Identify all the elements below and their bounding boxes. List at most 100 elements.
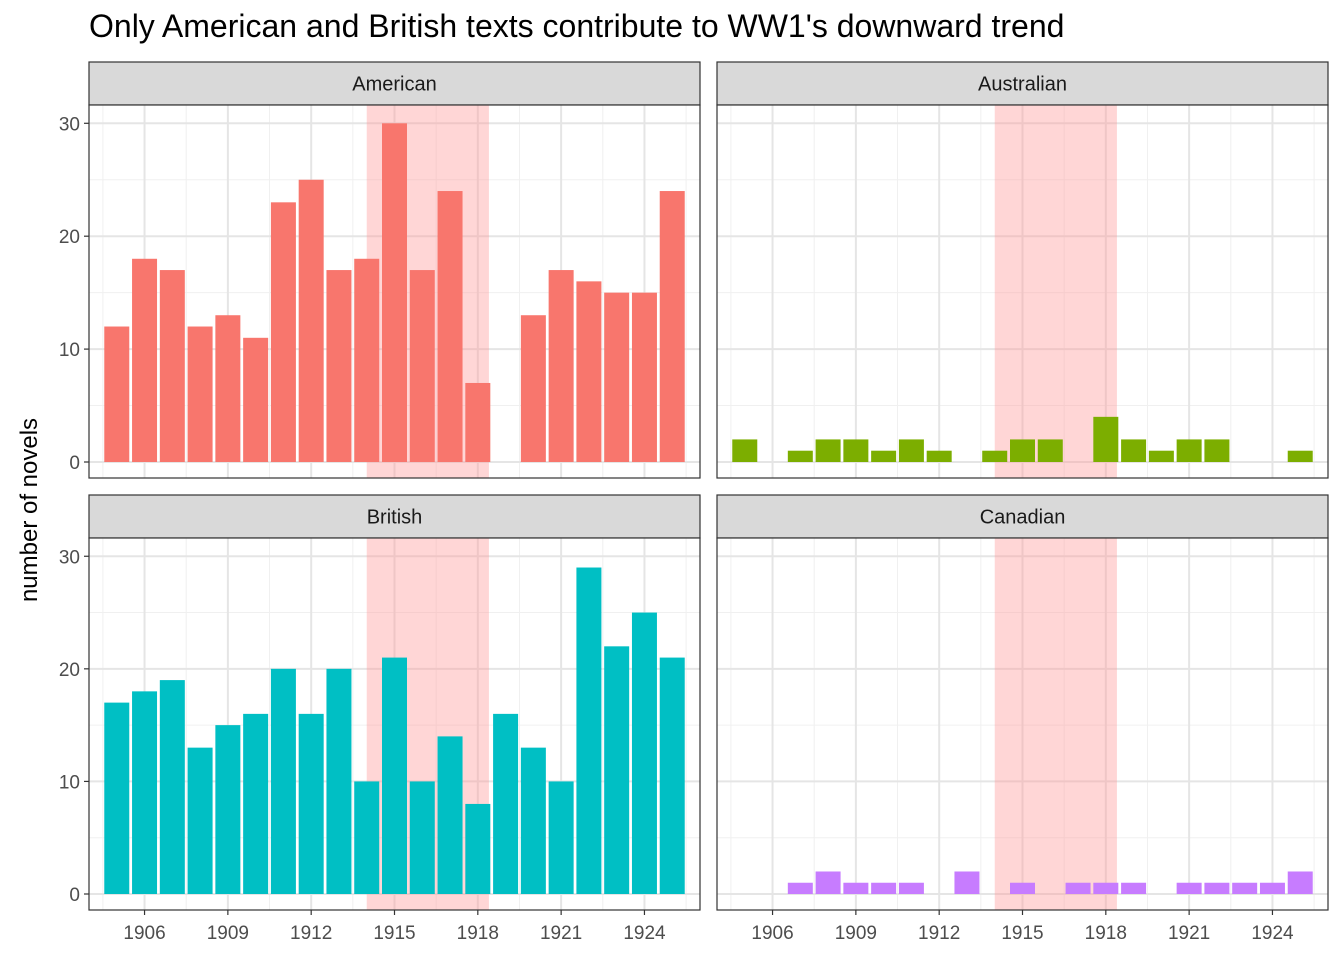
- x-tick-label: 1912: [918, 923, 960, 944]
- bar-british-1920: [520, 747, 546, 894]
- y-tick-label: 20: [59, 660, 80, 681]
- bar-canadian-1910: [871, 882, 897, 894]
- x-tick-label: 1906: [751, 923, 793, 944]
- x-tick-label: 1909: [207, 923, 249, 944]
- bar-american-1910: [243, 337, 269, 462]
- bar-australian-1914: [982, 450, 1008, 462]
- bar-canadian-1915: [1010, 882, 1035, 894]
- bar-british-1905: [104, 702, 130, 894]
- bar-british-1915: [382, 657, 407, 894]
- bar-canadian-1917: [1065, 882, 1091, 894]
- bar-american-1913: [326, 270, 352, 462]
- x-tick-label: 1915: [373, 923, 415, 944]
- bar-australian-1907: [787, 450, 813, 462]
- x-tick-label: 1921: [1168, 923, 1210, 944]
- bar-british-1913: [326, 668, 352, 894]
- bar-american-1906: [132, 258, 158, 462]
- bar-canadian-1907: [787, 882, 813, 894]
- bar-canadian-1908: [815, 871, 841, 894]
- bar-australian-1910: [871, 450, 897, 462]
- x-tick-label: 1909: [835, 923, 877, 944]
- bar-american-1907: [159, 270, 185, 462]
- ww1-highlight-band: [994, 538, 1117, 910]
- bar-australian-1908: [815, 439, 841, 462]
- bar-canadian-1919: [1121, 882, 1147, 894]
- bar-british-1911: [270, 668, 296, 894]
- bar-british-1906: [132, 691, 158, 894]
- bar-british-1922: [576, 567, 602, 894]
- y-tick-label: 30: [59, 114, 80, 135]
- bar-australian-1905: [732, 439, 758, 462]
- bar-american-1918: [465, 382, 491, 462]
- bar-australian-1922: [1204, 439, 1230, 462]
- x-tick-label: 1918: [1085, 923, 1127, 944]
- bar-british-1918: [465, 803, 491, 894]
- y-tick-label: 0: [69, 885, 80, 906]
- bar-american-1909: [215, 315, 241, 462]
- bar-british-1914: [354, 781, 380, 894]
- bar-australian-1915: [1010, 439, 1035, 462]
- bar-american-1914: [354, 258, 380, 462]
- facet-label-canadian: Canadian: [980, 507, 1066, 529]
- bar-australian-1912: [926, 450, 952, 462]
- bar-australian-1921: [1176, 439, 1202, 462]
- bar-british-1912: [298, 713, 324, 894]
- bar-australian-1920: [1148, 450, 1174, 462]
- bar-american-1912: [298, 179, 324, 462]
- bar-canadian-1923: [1232, 882, 1258, 894]
- ww1-highlight-band: [994, 105, 1117, 478]
- bar-american-1920: [520, 315, 546, 462]
- bar-australian-1911: [898, 439, 924, 462]
- x-tick-label: 1906: [123, 923, 165, 944]
- x-tick-label: 1921: [540, 923, 582, 944]
- bar-american-1923: [604, 292, 630, 462]
- bar-british-1917: [437, 736, 463, 894]
- bar-australian-1918: [1093, 416, 1119, 462]
- x-tick-label: 1912: [290, 923, 332, 944]
- bar-american-1925: [659, 191, 685, 462]
- bar-canadian-1913: [954, 871, 980, 894]
- y-tick-label: 10: [59, 772, 80, 793]
- panel-border-australian: [716, 104, 1329, 479]
- bar-canadian-1909: [843, 882, 869, 894]
- x-tick-label: 1924: [623, 923, 666, 944]
- bar-british-1923: [604, 646, 630, 894]
- bar-british-1908: [187, 747, 213, 894]
- bar-australian-1909: [843, 439, 869, 462]
- bar-canadian-1922: [1204, 882, 1230, 894]
- bar-canadian-1925: [1287, 871, 1313, 894]
- bar-canadian-1918: [1093, 882, 1119, 894]
- y-tick-label: 20: [59, 227, 80, 248]
- bar-american-1911: [270, 202, 296, 463]
- bar-australian-1916: [1037, 439, 1063, 462]
- bar-canadian-1911: [898, 882, 924, 894]
- facet-label-british: British: [367, 507, 423, 529]
- x-tick-label: 1924: [1251, 923, 1294, 944]
- bar-american-1924: [631, 292, 657, 462]
- y-tick-label: 30: [59, 547, 80, 568]
- bar-american-1915: [382, 123, 407, 463]
- chart-title: Only American and British texts contribu…: [89, 8, 1065, 44]
- bar-british-1910: [243, 713, 269, 894]
- bar-canadian-1921: [1176, 882, 1202, 894]
- panel-border-american: [88, 104, 701, 479]
- bar-british-1919: [493, 713, 519, 894]
- x-tick-label: 1915: [1001, 923, 1043, 944]
- bar-american-1916: [409, 270, 435, 462]
- bar-american-1905: [104, 326, 130, 462]
- y-tick-label: 10: [59, 340, 80, 361]
- bar-australian-1919: [1121, 439, 1147, 462]
- facet-label-australian: Australian: [978, 74, 1067, 96]
- bar-american-1908: [187, 326, 213, 462]
- bar-british-1925: [659, 657, 685, 894]
- bar-british-1909: [215, 725, 241, 894]
- bar-american-1922: [576, 281, 602, 462]
- facet-strip-british: [88, 494, 701, 539]
- facet-strip-american: [88, 61, 701, 106]
- bar-british-1921: [548, 781, 574, 894]
- bar-british-1924: [631, 612, 657, 894]
- y-tick-label: 0: [69, 453, 80, 474]
- bar-american-1921: [548, 270, 574, 462]
- bar-american-1917: [437, 191, 463, 462]
